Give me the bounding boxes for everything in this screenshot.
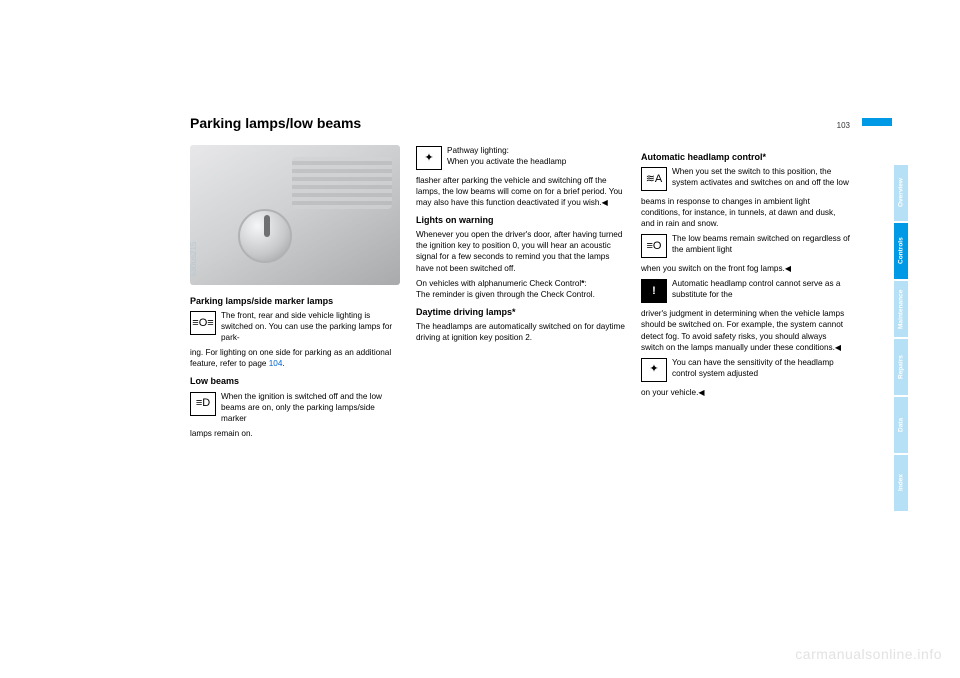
figure-switch: 530us215 [190, 145, 400, 285]
column-3: Automatic headlamp control* ≋A When you … [641, 145, 850, 443]
parking-lamp-icon: ≡O≡ [190, 311, 216, 335]
para-lowbeams-b: lamps remain on. [190, 428, 400, 439]
para-parking-text-a: The front, rear and side vehicle lightin… [221, 311, 392, 342]
para-pathway-a: Pathway lighting: [447, 146, 509, 155]
heading-lights-warning: Lights on warning [416, 214, 625, 226]
para-auto-text-a: When you set the switch to this position… [672, 167, 849, 187]
para-parking-text-c: . [282, 359, 284, 368]
side-tabs: Overview Controls Maintenance Repairs Da… [894, 165, 908, 513]
figure-vent [292, 157, 392, 209]
para-lowbeams: ≡D When the ignition is switched off and… [190, 391, 400, 424]
cc-c: The reminder is given through the Check … [416, 290, 595, 299]
page-link-104[interactable]: 104 [269, 359, 283, 368]
tab-repairs[interactable]: Repairs [894, 339, 908, 395]
tab-overview[interactable]: Overview [894, 165, 908, 221]
para-sens-b: on your vehicle.◀ [641, 387, 850, 398]
warning-icon: ! [641, 279, 667, 303]
para-parking-b: ing. For lighting on one side for parkin… [190, 347, 400, 369]
watermark: carmanualsonline.info [795, 646, 942, 662]
heading-auto-headlamp: Automatic headlamp control* [641, 151, 850, 163]
para-warn-a: Automatic headlamp control cannot serve … [672, 279, 840, 299]
page-number: 103 [837, 121, 850, 130]
para-daytime: The headlamps are automatically switched… [416, 321, 625, 343]
para-pathway: ✦ Pathway lighting: When you activate th… [416, 145, 625, 171]
heading-parking-lamps: Parking lamps/side marker lamps [190, 295, 400, 307]
para-lights-warning: Whenever you open the driver's door, aft… [416, 229, 625, 273]
page-accent [862, 118, 892, 126]
para-sensitivity: ✦ You can have the sensitivity of the he… [641, 357, 850, 383]
para-lowbeams-a: When the ignition is switched off and th… [221, 392, 382, 423]
para-parking-text-b: ing. For lighting on one side for parkin… [190, 348, 391, 368]
heading-low-beams: Low beams [190, 375, 400, 387]
fog-lamp-icon: ≡O [641, 234, 667, 258]
columns: 530us215 Parking lamps/side marker lamps… [190, 145, 850, 443]
column-1: 530us215 Parking lamps/side marker lamps… [190, 145, 400, 443]
para-warn-b: driver's judgment in determining when th… [641, 308, 850, 352]
column-2: ✦ Pathway lighting: When you activate th… [416, 145, 625, 443]
para-auto-a: ≋A When you set the switch to this posit… [641, 166, 850, 192]
tab-controls[interactable]: Controls [894, 223, 908, 279]
cc-b: : [584, 279, 586, 288]
para-parking: ≡O≡ The front, rear and side vehicle lig… [190, 310, 400, 343]
tab-maintenance[interactable]: Maintenance [894, 281, 908, 337]
para-fog-b: when you switch on the front fog lamps.◀ [641, 263, 850, 274]
para-warning: ! Automatic headlamp control cannot serv… [641, 278, 850, 304]
para-pathway-b: When you activate the headlamp [447, 157, 566, 166]
page-title: Parking lamps/low beams [190, 115, 361, 131]
figure-caption: 530us215 [190, 242, 200, 277]
tab-data[interactable]: Data [894, 397, 908, 453]
para-fog: ≡O The low beams remain switched on rega… [641, 233, 850, 259]
para-auto-b: beams in response to changes in ambient … [641, 196, 850, 229]
cc-a: On vehicles with alphanumeric Check Cont… [416, 279, 581, 288]
para-check-control: On vehicles with alphanumeric Check Cont… [416, 278, 625, 300]
para-fog-a: The low beams remain switched on regardl… [672, 234, 850, 254]
figure-dial [238, 209, 292, 263]
person-icon-2: ✦ [641, 358, 667, 382]
page-content: Parking lamps/low beams 103 530us215 Par… [190, 115, 850, 443]
para-pathway-c: flasher after parking the vehicle and sw… [416, 175, 625, 208]
para-sens-a: You can have the sensitivity of the head… [672, 358, 834, 378]
auto-headlamp-icon: ≋A [641, 167, 667, 191]
heading-daytime: Daytime driving lamps* [416, 306, 625, 318]
low-beam-icon: ≡D [190, 392, 216, 416]
person-icon: ✦ [416, 146, 442, 170]
title-row: Parking lamps/low beams 103 [190, 115, 850, 131]
tab-index[interactable]: Index [894, 455, 908, 511]
